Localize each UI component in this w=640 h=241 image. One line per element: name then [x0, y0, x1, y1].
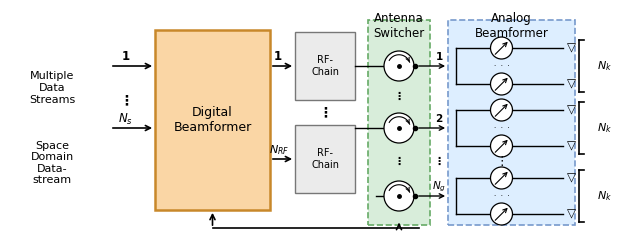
Text: Multiple
Data
Streams: Multiple Data Streams [29, 71, 75, 105]
Text: ▽: ▽ [566, 140, 575, 153]
Text: ▽: ▽ [566, 41, 575, 54]
Text: $N_{RF}$: $N_{RF}$ [269, 143, 290, 157]
Text: $N_s$: $N_s$ [118, 111, 132, 127]
Ellipse shape [384, 51, 414, 81]
Ellipse shape [490, 99, 513, 121]
Text: ⋮: ⋮ [318, 106, 332, 120]
Text: ⋮: ⋮ [433, 157, 445, 167]
Text: 1: 1 [435, 52, 443, 62]
Text: ▽: ▽ [566, 172, 575, 185]
Ellipse shape [490, 203, 513, 225]
Text: RF-
Chain: RF- Chain [311, 148, 339, 170]
Text: $N_k$: $N_k$ [597, 59, 612, 73]
Text: ⋮: ⋮ [394, 92, 404, 102]
Text: ·  ·  ·: · · · [493, 63, 509, 69]
Text: 1: 1 [122, 51, 130, 63]
Text: ▽: ▽ [566, 103, 575, 116]
FancyBboxPatch shape [295, 32, 355, 100]
Text: Space
Domain
Data-
stream: Space Domain Data- stream [30, 141, 74, 185]
Text: 2: 2 [435, 114, 443, 124]
Text: Antenna
Switcher: Antenna Switcher [373, 12, 424, 40]
FancyBboxPatch shape [155, 30, 270, 210]
Ellipse shape [490, 135, 513, 157]
Text: Analog
Beamformer: Analog Beamformer [475, 12, 548, 40]
Text: ⋮: ⋮ [119, 93, 133, 107]
Text: $N_k$: $N_k$ [597, 189, 612, 203]
Text: RF-
Chain: RF- Chain [311, 55, 339, 77]
FancyBboxPatch shape [448, 20, 575, 225]
Text: ▽: ▽ [566, 78, 575, 91]
Ellipse shape [490, 37, 513, 59]
Text: ⋮: ⋮ [394, 157, 404, 167]
FancyBboxPatch shape [295, 125, 355, 193]
Text: $N_k$: $N_k$ [597, 121, 612, 135]
Ellipse shape [490, 73, 513, 95]
Text: $N_g$: $N_g$ [432, 180, 446, 194]
Text: ·  ·  ·: · · · [493, 193, 509, 199]
Text: ⋮: ⋮ [495, 155, 508, 168]
Text: ▽: ▽ [566, 208, 575, 221]
Text: Digital
Beamformer: Digital Beamformer [173, 106, 252, 134]
Text: 1: 1 [273, 51, 282, 63]
Ellipse shape [490, 167, 513, 189]
Text: ·  ·  ·: · · · [493, 125, 509, 131]
Ellipse shape [384, 181, 414, 211]
Ellipse shape [384, 113, 414, 143]
FancyBboxPatch shape [368, 20, 430, 225]
